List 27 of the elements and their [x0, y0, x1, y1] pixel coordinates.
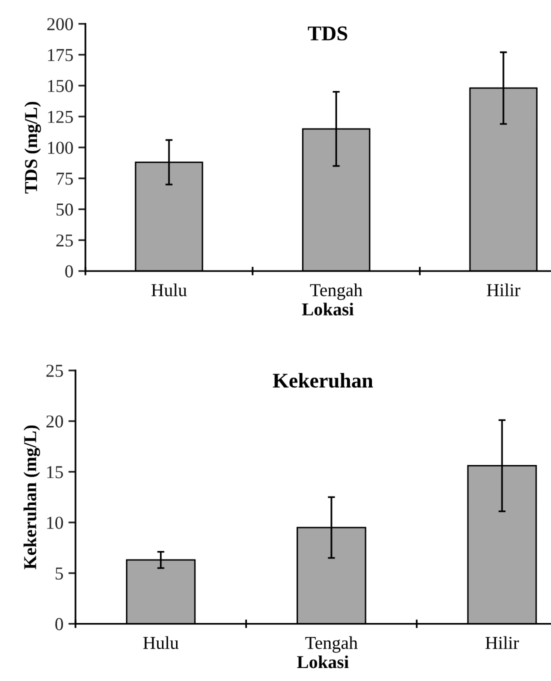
y-tick-label: 75	[56, 172, 73, 185]
x-axis-title: Lokasi	[302, 302, 354, 316]
y-tick-label: 0	[55, 618, 63, 630]
y-tick-label: 150	[48, 80, 73, 92]
y-tick-label: 175	[48, 49, 73, 62]
y-tick-label: 200	[47, 18, 73, 30]
y-tick-label: 25	[46, 364, 63, 377]
x-axis-title: Lokasi	[297, 656, 349, 668]
x-tick-label: Hulu	[151, 284, 187, 296]
y-tick-label: 15	[47, 466, 63, 478]
x-tick-label: Hilir	[486, 636, 519, 649]
y-tick-label: 125	[48, 110, 73, 123]
chart-title: TDS	[308, 26, 348, 40]
y-tick-label: 100	[48, 142, 73, 154]
y-tick-label: 50	[56, 203, 73, 216]
x-tick-label: Hulu	[143, 636, 179, 650]
y-axis-title: Kekeruhan (mg/L)	[24, 425, 40, 570]
y-axis-title: TDS (mg/L)	[24, 102, 41, 194]
x-tick-label: Hilir	[486, 284, 520, 296]
x-tick-label: Tengah	[305, 636, 358, 653]
y-tick-label: 25	[56, 234, 73, 247]
y-tick-label: 10	[47, 516, 63, 529]
chart-title: Kekeruhan	[272, 373, 373, 388]
y-tick-label: 0	[65, 265, 73, 278]
x-tick-label: Tengah	[310, 284, 362, 300]
y-tick-label: 20	[46, 415, 63, 428]
y-tick-label: 5	[56, 568, 63, 580]
